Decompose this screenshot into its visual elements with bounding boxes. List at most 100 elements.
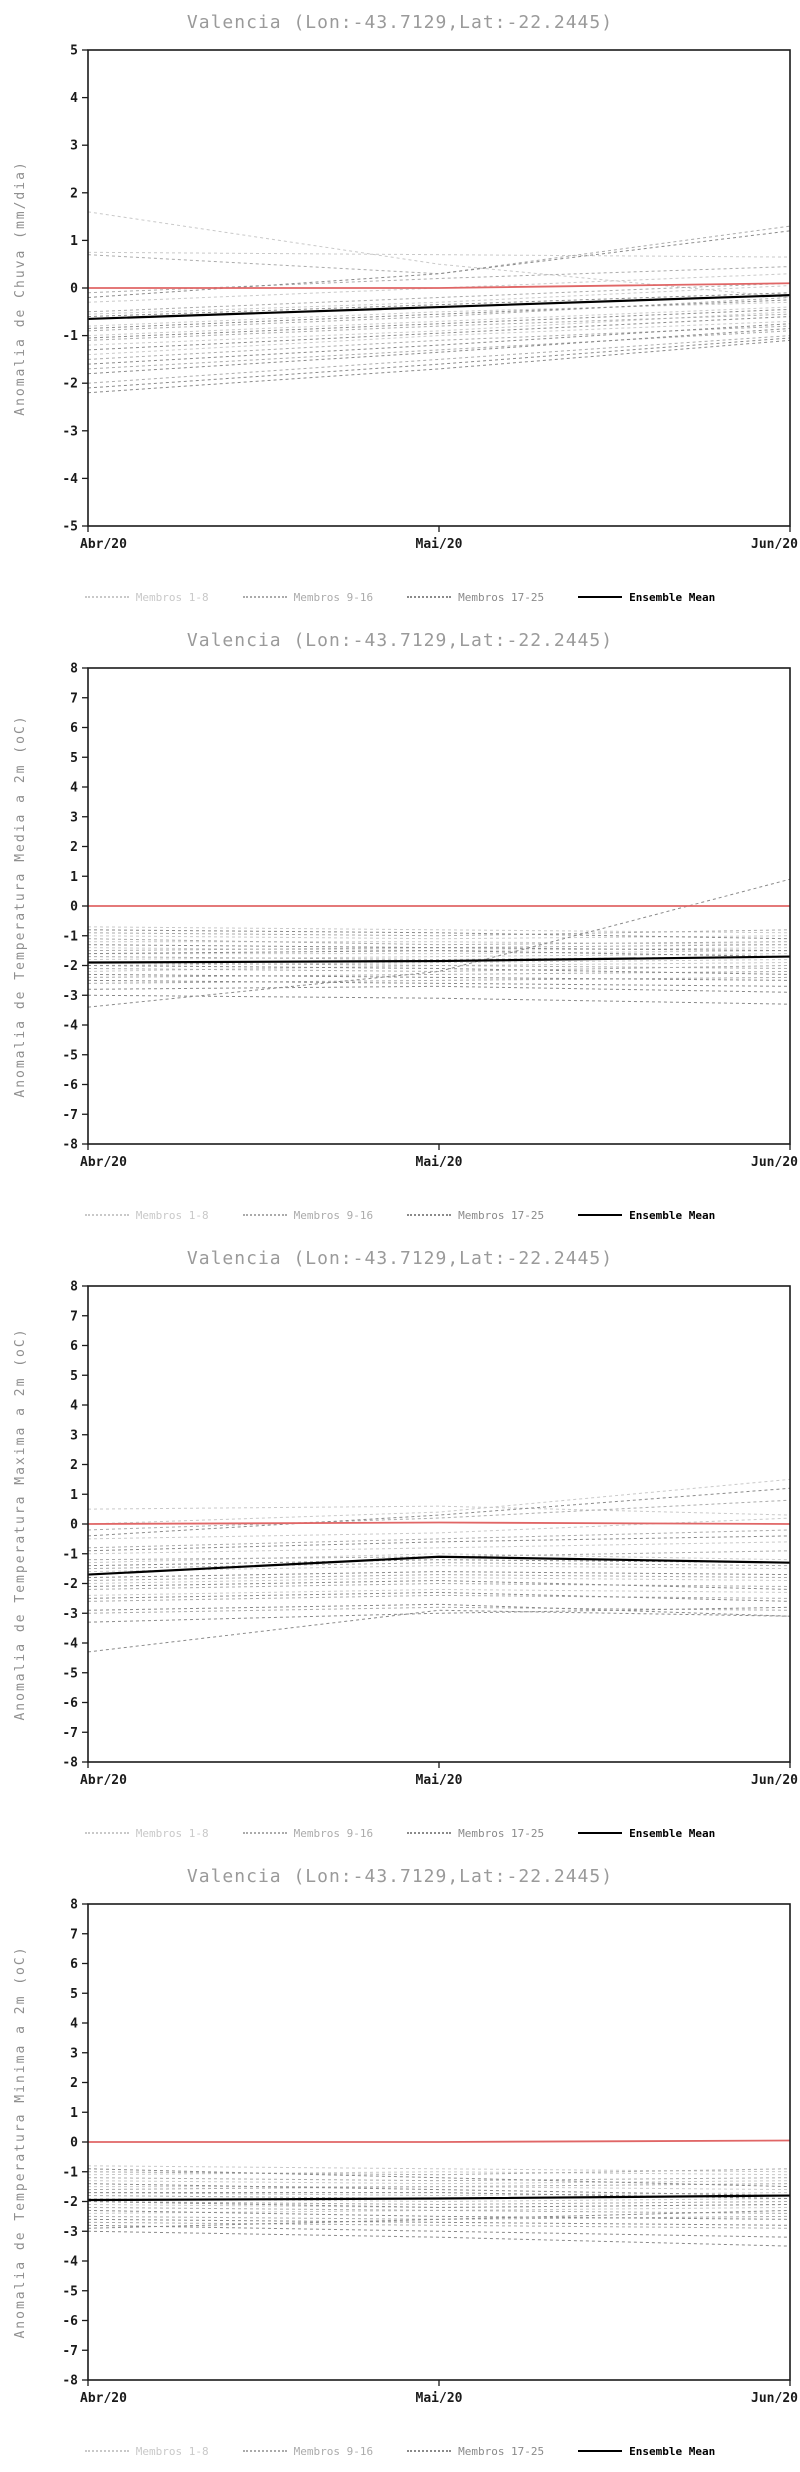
svg-text:7: 7 xyxy=(70,1309,78,1324)
svg-text:Jun/20: Jun/20 xyxy=(751,1155,798,1170)
legend-line-sample-ensemble-mean xyxy=(578,1214,623,1216)
legend-item-members-1-8: Membros 1-8 xyxy=(84,591,209,604)
legend-item-members-17-25: Membros 17-25 xyxy=(407,2445,544,2458)
svg-text:1: 1 xyxy=(70,870,78,885)
svg-text:4: 4 xyxy=(70,781,78,796)
legend-label: Membros 1-8 xyxy=(135,1826,209,1840)
mean-temp-anomaly-plot: -8 -7 -6 -5 -4 -3 -2 -1 0 1 2 3 4 5 6 7 8 Abr/20 Mai/20 Jun… xyxy=(13,662,798,1171)
svg-text:1: 1 xyxy=(70,234,78,249)
legend-line-sample-members-1-8 xyxy=(84,1832,129,1834)
svg-text:-6: -6 xyxy=(62,1696,78,1711)
legend-line-sample-members-17-25 xyxy=(407,2450,452,2452)
svg-text:-2: -2 xyxy=(62,959,78,974)
svg-text:3: 3 xyxy=(70,2046,78,2061)
legend-label: Membros 9-16 xyxy=(293,1826,374,1840)
svg-text:4: 4 xyxy=(70,2017,78,2032)
legend-label: Membros 9-16 xyxy=(293,1208,374,1222)
svg-text:5: 5 xyxy=(70,44,78,59)
svg-text:Abr/20: Abr/20 xyxy=(80,1773,127,1788)
svg-text:Anomalia de Temperatura Minima: Anomalia de Temperatura Minima a 2m (oC) xyxy=(13,1945,28,2338)
svg-text:-5: -5 xyxy=(62,1666,78,1681)
chart-title: Valencia (Lon:-43.7129,Lat:-22.2445) xyxy=(186,1248,614,1269)
chart-title: Valencia (Lon:-43.7129,Lat:-22.2445) xyxy=(186,630,614,651)
svg-text:1: 1 xyxy=(70,1488,78,1503)
legend-line-sample-members-17-25 xyxy=(407,1214,452,1216)
legend-label: Ensemble Mean xyxy=(629,590,716,604)
mean-temp-anomaly-chart: Valencia (Lon:-43.7129,Lat:-22.2445) -8 -… xyxy=(0,618,800,1236)
legend-item-members-17-25: Membros 17-25 xyxy=(407,591,544,604)
svg-text:-2: -2 xyxy=(62,377,78,392)
svg-text:-7: -7 xyxy=(62,2344,78,2359)
svg-text:0: 0 xyxy=(70,900,78,915)
legend-item-members-9-16: Membros 9-16 xyxy=(242,590,374,604)
legend-item-ensemble-mean: Ensemble Mean xyxy=(578,591,715,604)
legend-line-sample-members-1-8 xyxy=(84,1214,129,1216)
legend-item-members-9-16: Membros 9-16 xyxy=(242,1826,374,1840)
svg-text:Anomalia de Temperatura Maxima: Anomalia de Temperatura Maxima a 2m (oC) xyxy=(13,1327,28,1720)
legend-label: Membros 9-16 xyxy=(293,2444,374,2458)
legend-label: Membros 1-8 xyxy=(135,2444,209,2458)
svg-text:Jun/20: Jun/20 xyxy=(751,537,798,552)
svg-text:-4: -4 xyxy=(62,1637,78,1652)
svg-text:-2: -2 xyxy=(62,2195,78,2210)
svg-text:5: 5 xyxy=(70,1369,78,1384)
svg-text:8: 8 xyxy=(70,662,78,677)
svg-text:4: 4 xyxy=(70,91,78,106)
legend-line-sample-ensemble-mean xyxy=(578,1832,623,1834)
legend-label: Membros 9-16 xyxy=(293,590,374,604)
legend-label: Ensemble Mean xyxy=(629,2444,716,2458)
svg-text:Mai/20: Mai/20 xyxy=(416,1773,463,1788)
legend-item-members-9-16: Membros 9-16 xyxy=(242,1208,374,1222)
svg-text:7: 7 xyxy=(70,1927,78,1942)
svg-text:-1: -1 xyxy=(62,2165,78,2180)
svg-text:-7: -7 xyxy=(62,1108,78,1123)
legend: Membros 1-8 Membros 9-16 Membros 17-25 E… xyxy=(0,584,800,610)
legend: Membros 1-8 Membros 9-16 Membros 17-25 E… xyxy=(0,2438,800,2464)
svg-text:0: 0 xyxy=(70,1518,78,1533)
svg-text:5: 5 xyxy=(70,751,78,766)
legend-item-ensemble-mean: Ensemble Mean xyxy=(578,1209,715,1222)
svg-text:Abr/20: Abr/20 xyxy=(80,2391,127,2406)
svg-text:-4: -4 xyxy=(62,1019,78,1034)
svg-text:-4: -4 xyxy=(62,472,78,487)
legend-line-sample-members-1-8 xyxy=(84,2450,129,2452)
svg-text:Anomalia de Chuva (mm/dia): Anomalia de Chuva (mm/dia) xyxy=(13,160,28,416)
svg-text:Jun/20: Jun/20 xyxy=(751,2391,798,2406)
legend-line-sample-members-9-16 xyxy=(242,1214,287,1216)
svg-text:-4: -4 xyxy=(62,2255,78,2270)
svg-text:-5: -5 xyxy=(62,1048,78,1063)
legend-line-sample-ensemble-mean xyxy=(578,596,623,598)
svg-text:-8: -8 xyxy=(62,1138,78,1153)
svg-text:6: 6 xyxy=(70,1339,78,1354)
min-temp-anomaly-chart: Valencia (Lon:-43.7129,Lat:-22.2445) -8-… xyxy=(0,1854,800,2472)
svg-text:2: 2 xyxy=(70,1458,78,1473)
legend-label: Ensemble Mean xyxy=(629,1826,716,1840)
svg-text:3: 3 xyxy=(70,139,78,154)
legend-item-members-17-25: Membros 17-25 xyxy=(407,1827,544,1840)
svg-text:-3: -3 xyxy=(62,424,78,439)
legend-line-sample-members-9-16 xyxy=(242,596,287,598)
legend: Membros 1-8 Membros 9-16 Membros 17-25 E… xyxy=(0,1202,800,1228)
svg-text:Jun/20: Jun/20 xyxy=(751,1773,798,1788)
legend-item-members-17-25: Membros 17-25 xyxy=(407,1209,544,1222)
svg-text:-6: -6 xyxy=(62,2314,78,2329)
svg-text:0: 0 xyxy=(70,282,78,297)
svg-text:-2: -2 xyxy=(62,1577,78,1592)
svg-text:-1: -1 xyxy=(62,929,78,944)
max-temp-anomaly-plot: -8 -7 -6 -5 -4 -3 -2 -1 0 1 2 3 4 5 6 7 8 Abr/20 Mai/20 Jun… xyxy=(13,1280,798,1789)
legend-item-ensemble-mean: Ensemble Mean xyxy=(578,2445,715,2458)
svg-text:Abr/20: Abr/20 xyxy=(80,537,127,552)
svg-text:3: 3 xyxy=(70,1428,78,1443)
min-temp-anomaly-plot: -8 -7 -6 -5 -4 -3 -2 -1 0 1 2 3 4 5 6 7 8 Abr/20 Mai/20 Jun… xyxy=(13,1898,798,2407)
legend-line-sample-members-17-25 xyxy=(407,596,452,598)
chart-title: Valencia (Lon:-43.7129,Lat:-22.2445) xyxy=(186,12,614,33)
svg-text:Mai/20: Mai/20 xyxy=(416,1155,463,1170)
svg-text:2: 2 xyxy=(70,2076,78,2091)
svg-text:-8: -8 xyxy=(62,1756,78,1771)
svg-text:8: 8 xyxy=(70,1280,78,1295)
svg-text:-8: -8 xyxy=(62,2374,78,2389)
svg-text:2: 2 xyxy=(70,186,78,201)
legend-line-sample-ensemble-mean xyxy=(578,2450,623,2452)
legend-line-sample-members-17-25 xyxy=(407,1832,452,1834)
legend-line-sample-members-1-8 xyxy=(84,596,129,598)
